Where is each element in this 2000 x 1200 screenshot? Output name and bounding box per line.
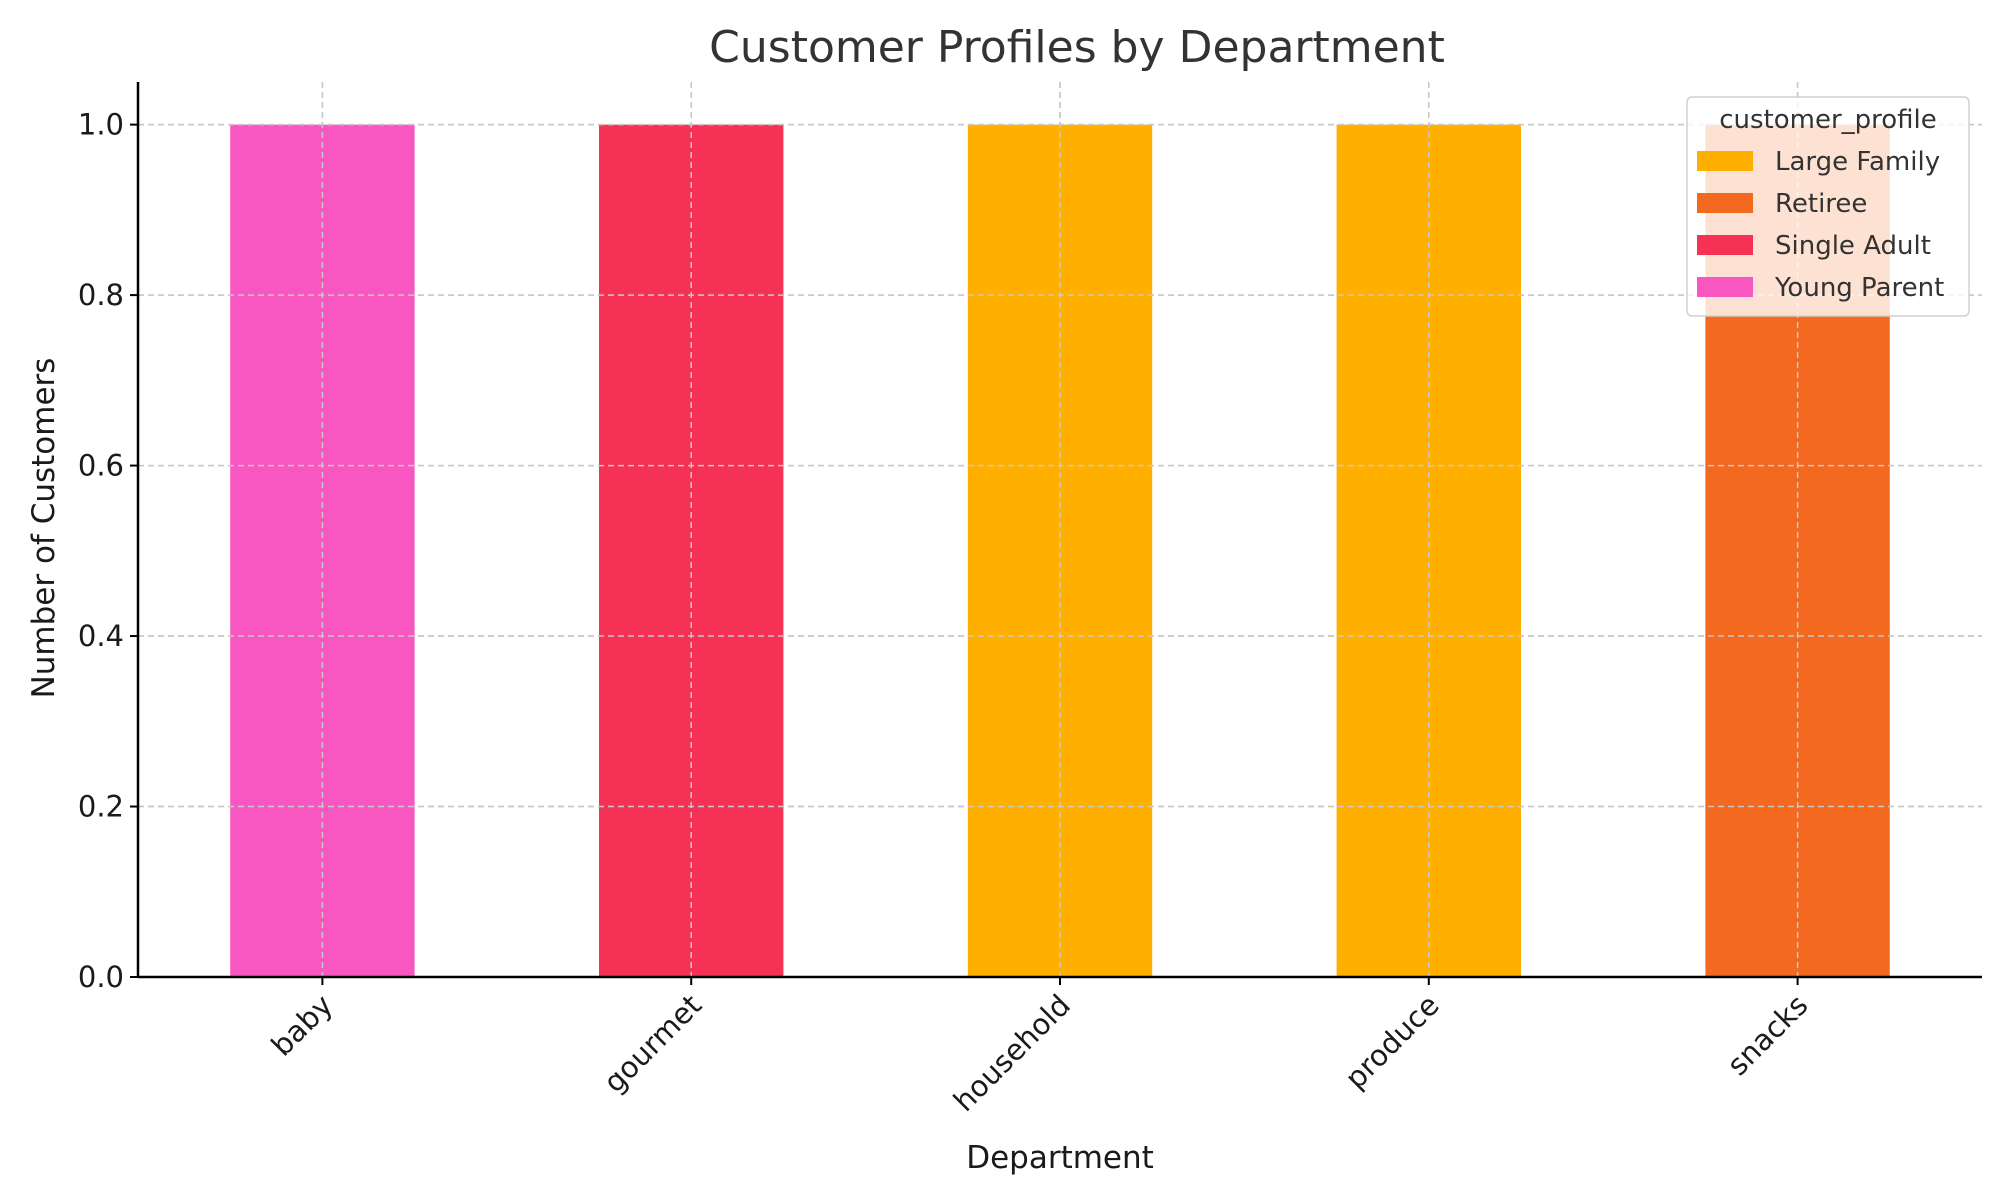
x-axis-label: Department (966, 1140, 1154, 1176)
x-tick-label-household: household (947, 988, 1077, 1118)
legend-swatch-young-parent (1697, 277, 1753, 297)
legend-swatch-large-family (1697, 151, 1753, 171)
x-tick-label-gourmet: gourmet (597, 988, 708, 1099)
y-tick-label: 1.0 (78, 108, 124, 142)
legend-swatch-single-adult (1697, 235, 1753, 255)
y-tick-label: 0.0 (78, 960, 124, 994)
legend-items: Large Family Retiree Single Adult Young Par… (1697, 147, 1944, 303)
y-axis-label: Number of Customers (26, 358, 62, 699)
legend-title: customer_profile (1719, 105, 1937, 135)
x-tick-label-baby: baby (265, 988, 340, 1063)
x-tick-label-snacks: snacks (1720, 988, 1814, 1082)
legend-swatch-retiree (1697, 193, 1753, 213)
legend: customer_profile Large Family Retiree Sing… (1686, 96, 1970, 317)
legend-label: Large Family (1775, 147, 1940, 177)
y-tick-label: 0.6 (78, 449, 124, 483)
legend-frame (1686, 96, 1970, 317)
chart-title: Customer Profiles by Department (709, 22, 1445, 73)
legend-label: Retiree (1775, 189, 1867, 219)
x-tick-label-produce: produce (1338, 988, 1445, 1095)
y-tick-label: 0.8 (78, 278, 124, 312)
legend-label: Young Parent (1774, 273, 1944, 303)
legend-label: Single Adult (1775, 231, 1931, 261)
y-tick-label: 0.2 (78, 790, 124, 824)
y-tick-label: 0.4 (78, 619, 124, 653)
